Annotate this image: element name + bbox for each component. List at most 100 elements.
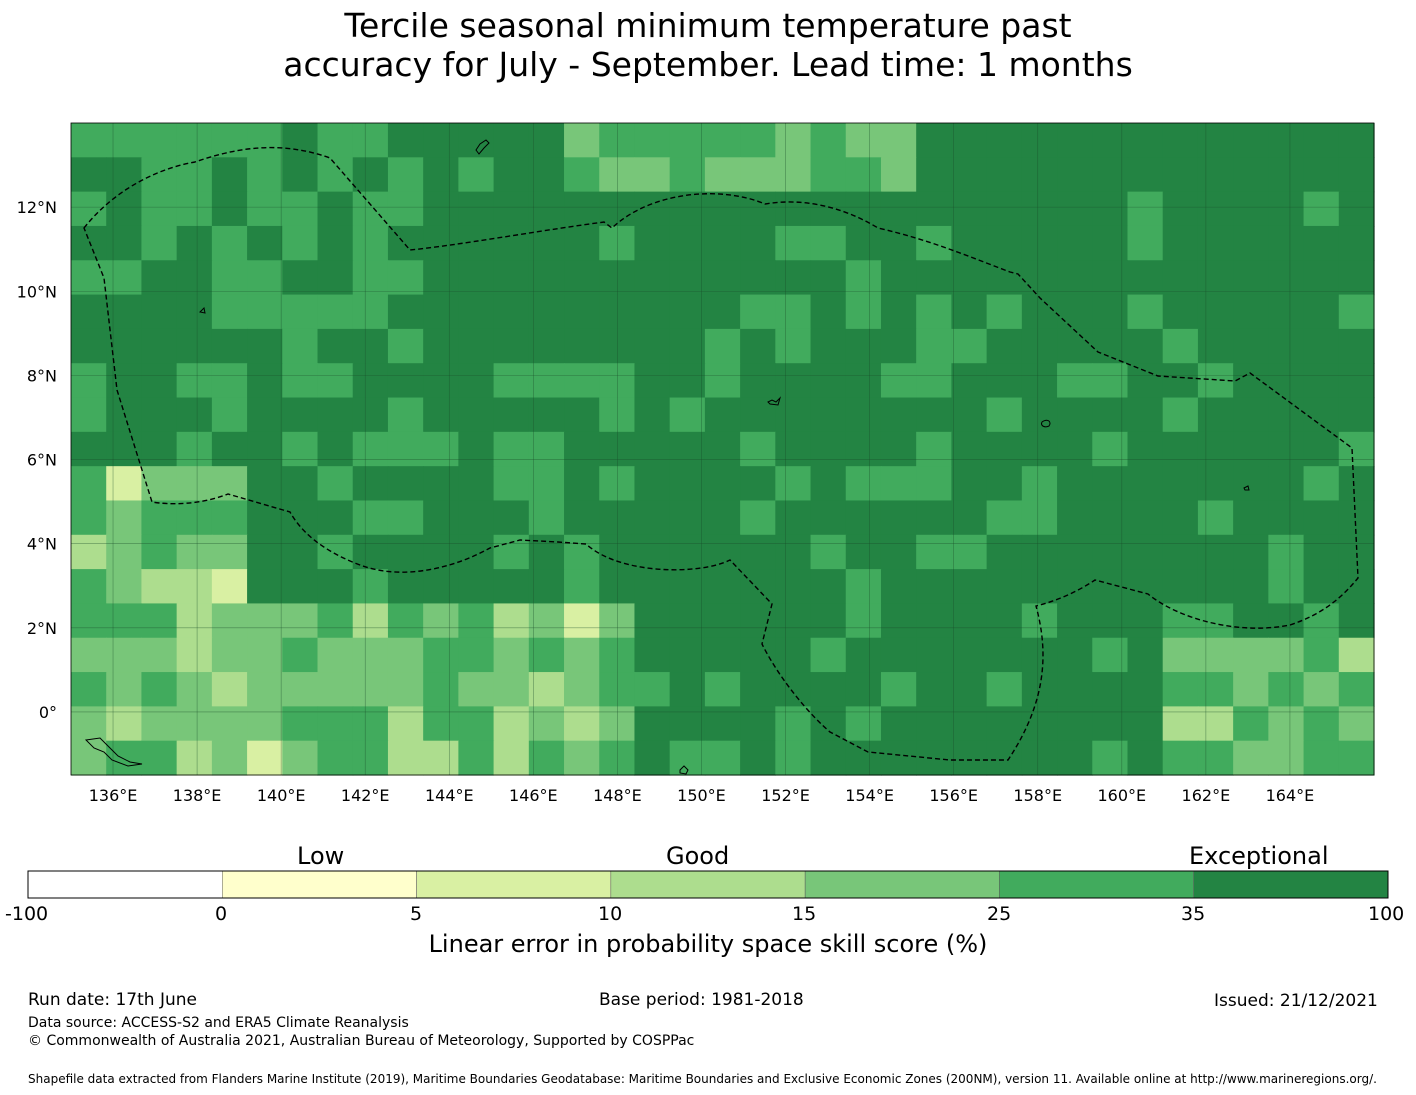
skill-cell <box>106 466 143 502</box>
skill-cell <box>564 191 600 227</box>
skill-cell <box>951 431 988 467</box>
skill-cell <box>704 466 741 502</box>
skill-cell <box>845 637 882 673</box>
lon-tick-label: 158°E <box>1013 786 1062 805</box>
skill-cell <box>1127 603 1164 639</box>
skill-cell <box>106 637 143 673</box>
skill-cell <box>1233 466 1269 502</box>
skill-cell <box>704 328 741 364</box>
skill-cell <box>423 157 459 193</box>
skill-cell <box>211 569 248 605</box>
skill-cell <box>1021 637 1058 673</box>
skill-cell <box>423 500 459 536</box>
island-yap <box>198 306 206 314</box>
skill-cell <box>704 534 741 570</box>
skill-cell <box>528 225 565 261</box>
skill-cell <box>528 431 565 467</box>
skill-cell <box>71 740 107 776</box>
skill-cell <box>916 740 953 776</box>
title-line-2: accuracy for July - September. Lead time… <box>283 45 1133 84</box>
skill-cell <box>634 466 671 502</box>
skill-cell <box>1127 157 1164 193</box>
skill-cell <box>1057 534 1093 570</box>
skill-cell <box>1338 363 1375 399</box>
skill-cell <box>916 397 953 433</box>
skill-cell <box>458 260 495 296</box>
skill-cell <box>880 431 917 467</box>
skill-cell <box>740 363 776 399</box>
skill-cell <box>352 740 389 776</box>
skill-cell <box>176 603 213 639</box>
skill-cell <box>916 637 953 673</box>
skill-cell <box>775 191 812 227</box>
skill-cell <box>493 569 530 605</box>
skill-cell <box>528 672 565 707</box>
skill-cell <box>317 157 354 193</box>
skill-cell <box>423 328 459 364</box>
skill-cell <box>1233 191 1269 227</box>
skill-cell <box>493 740 530 776</box>
skill-cell <box>1162 534 1199 570</box>
skill-cell <box>106 500 143 536</box>
skill-cell <box>1268 534 1305 570</box>
skill-cell <box>493 260 530 296</box>
skill-cell <box>387 672 424 707</box>
skill-cell <box>986 569 1023 605</box>
skill-cell <box>282 294 319 330</box>
skill-cell <box>106 431 143 467</box>
skill-cell <box>1303 740 1340 776</box>
skill-cell <box>1057 157 1093 193</box>
skill-cell <box>106 123 143 158</box>
skill-cell <box>352 191 389 227</box>
skill-cell <box>916 328 953 364</box>
skill-cell <box>1092 397 1129 433</box>
skill-cell <box>1338 157 1375 193</box>
skill-cell <box>1303 637 1340 673</box>
skill-cell <box>1268 466 1305 502</box>
skill-cell <box>1092 260 1129 296</box>
skill-cell <box>564 431 600 467</box>
skill-cell <box>71 260 107 296</box>
skill-cell <box>106 225 143 261</box>
skill-cell <box>634 637 671 673</box>
skill-cell <box>1057 123 1093 158</box>
skill-cell <box>1021 191 1058 227</box>
skill-cell <box>1338 397 1375 433</box>
skill-cell <box>1233 225 1269 261</box>
colorbar-block <box>222 870 417 899</box>
skill-cell <box>528 328 565 364</box>
skill-cell <box>775 260 812 296</box>
skill-cell <box>317 363 354 399</box>
skill-cell <box>458 397 495 433</box>
skill-cell <box>564 603 600 639</box>
skill-cell <box>247 466 283 502</box>
skill-cell <box>564 466 600 502</box>
skill-cell <box>564 534 600 570</box>
lon-tick-label: 140°E <box>257 786 306 805</box>
skill-cell <box>176 534 213 570</box>
island-manus <box>679 765 689 775</box>
skill-cell <box>634 740 671 776</box>
skill-cell <box>211 260 248 296</box>
skill-cell <box>810 534 847 570</box>
skill-cell <box>1057 740 1093 776</box>
skill-cell <box>352 363 389 399</box>
skill-cell <box>1162 191 1199 227</box>
skill-cell <box>1268 260 1305 296</box>
skill-cell <box>1021 466 1058 502</box>
skill-cell <box>458 466 495 502</box>
skill-cell <box>1197 123 1234 158</box>
skill-cell <box>951 603 988 639</box>
skill-cell <box>669 191 706 227</box>
skill-cell <box>211 363 248 399</box>
skill-cell <box>740 397 776 433</box>
skill-cell <box>916 466 953 502</box>
skill-cell <box>1303 534 1340 570</box>
skill-cell <box>1303 569 1340 605</box>
skill-cell <box>1233 534 1269 570</box>
skill-cell <box>916 191 953 227</box>
skill-cell <box>211 740 248 776</box>
skill-cell <box>634 294 671 330</box>
colorbar-block <box>416 870 612 899</box>
skill-cell <box>458 191 495 227</box>
